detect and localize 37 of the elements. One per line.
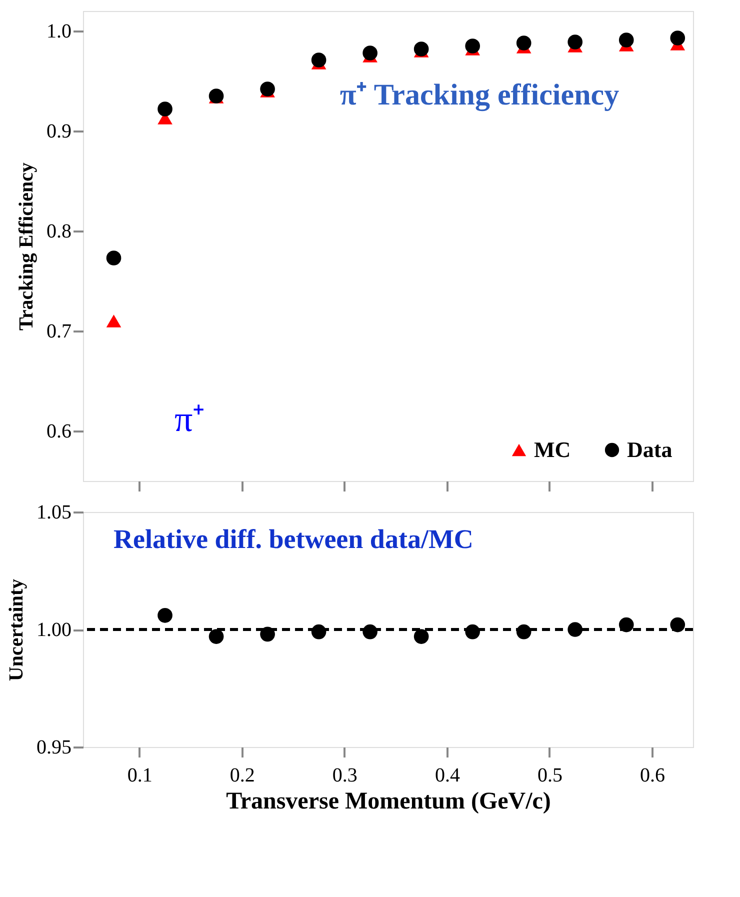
point bbox=[106, 250, 122, 266]
point bbox=[414, 629, 429, 644]
x-tick-label: 0.1 bbox=[127, 764, 152, 786]
y-tick-label: 0.6 bbox=[46, 420, 72, 442]
x-tick-label: 0.3 bbox=[332, 764, 358, 786]
x-tick-label: 0.2 bbox=[230, 764, 255, 786]
y-tick-label: 1.00 bbox=[36, 619, 72, 641]
point bbox=[362, 46, 378, 60]
legend-label: MC bbox=[534, 437, 571, 462]
y-tick-label: 0.7 bbox=[46, 320, 72, 342]
point bbox=[158, 102, 172, 116]
x-tick-label: 0.4 bbox=[434, 764, 460, 786]
point bbox=[158, 608, 172, 623]
legend-label: Data bbox=[627, 437, 672, 462]
point bbox=[465, 38, 480, 54]
point bbox=[106, 314, 122, 328]
point bbox=[568, 34, 583, 50]
y-tick-label: 0.9 bbox=[46, 120, 72, 142]
y-axis-title: Uncertainty bbox=[6, 578, 28, 682]
point bbox=[311, 52, 326, 68]
point bbox=[516, 36, 532, 50]
annotation: Relative diff. between data/MC bbox=[114, 524, 474, 554]
y-tick-label: 1.0 bbox=[46, 20, 72, 42]
y-tick-label: 0.95 bbox=[36, 736, 72, 758]
y-axis-title: Tracking Efficiency bbox=[16, 162, 38, 330]
x-tick-label: 0.5 bbox=[537, 764, 562, 786]
point bbox=[208, 629, 224, 644]
point bbox=[260, 82, 275, 96]
point bbox=[414, 42, 429, 56]
annotation: π⁺ bbox=[174, 398, 205, 439]
x-tick-label: 0.6 bbox=[640, 764, 665, 786]
y-tick-label: 0.8 bbox=[46, 220, 72, 242]
y-tick-label: 1.05 bbox=[36, 502, 72, 524]
x-axis-title: Transverse Momentum (GeV/c) bbox=[226, 788, 551, 814]
point bbox=[618, 32, 634, 48]
annotation: π⁺ Tracking efficiency bbox=[340, 78, 620, 112]
point bbox=[670, 30, 686, 46]
